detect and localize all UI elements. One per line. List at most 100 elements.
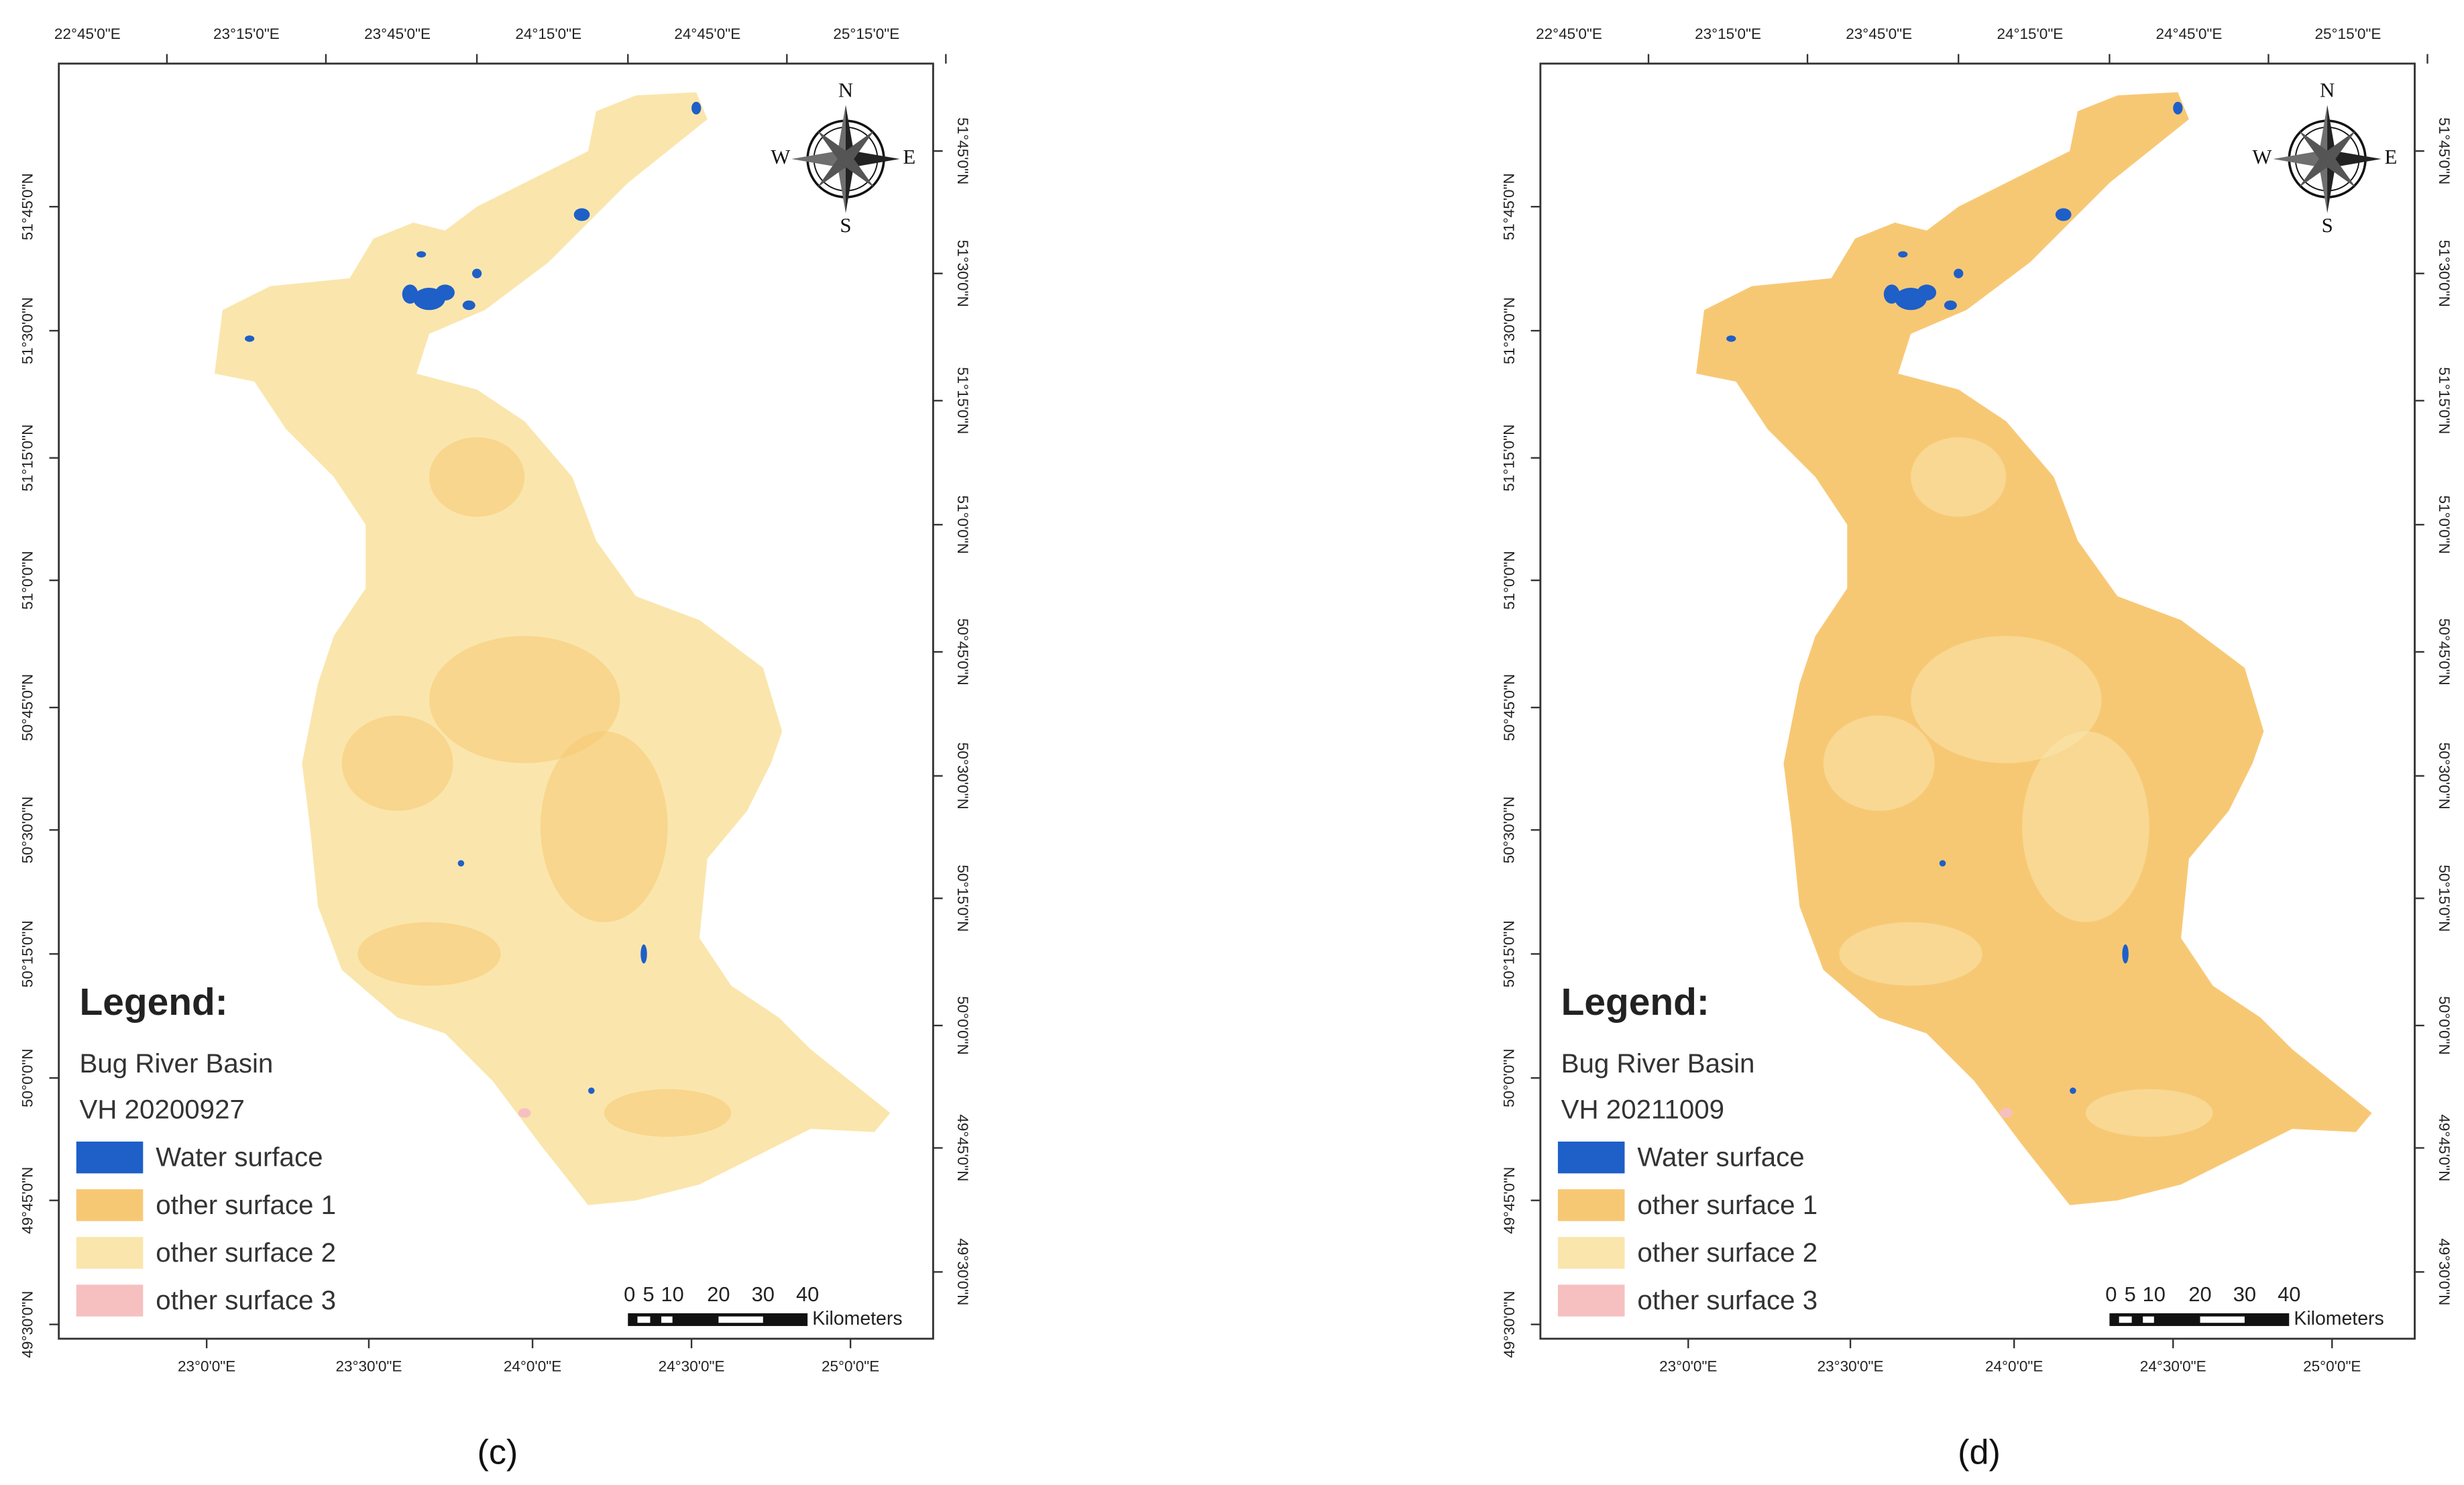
surface-patch [1911, 636, 2102, 763]
map-panel: 22°45'0"E 23°15'0"E 23°45'0"E 24°15'0"E 24°4… [19, 25, 971, 1472]
compass-w: W [2252, 146, 2272, 168]
bottom-label: 23°0'0"E [1659, 1358, 1717, 1375]
water-body [245, 335, 255, 342]
water-body [1917, 284, 1937, 301]
compass-rose: N S W E [2252, 79, 2397, 237]
top-label: 23°45'0"E [364, 25, 431, 42]
surface-patch [2022, 731, 2149, 922]
surface-patch [518, 1108, 531, 1118]
bottom-label: 23°0'0"E [178, 1358, 235, 1375]
top-label: 22°45'0"E [54, 25, 121, 42]
left-label: 50°30'0"N [1501, 796, 1518, 863]
legend-line: VH 20200927 [80, 1095, 245, 1125]
scale-label: 40 [2278, 1282, 2300, 1306]
legend-swatch [1557, 1141, 1625, 1174]
legend-swatch [76, 1237, 144, 1269]
surface-patch [540, 731, 668, 922]
right-label: 51°0'0"N [954, 495, 971, 554]
left-label: 51°30'0"N [19, 297, 36, 364]
left-label: 49°45'0"N [1501, 1167, 1518, 1234]
legend-label: other surface 2 [156, 1238, 336, 1268]
bottom-label: 25°0'0"E [822, 1358, 879, 1375]
right-label: 50°15'0"N [954, 865, 971, 932]
compass-s: S [840, 214, 851, 237]
scale-label: 0 [2105, 1282, 2117, 1306]
water-body [435, 284, 455, 301]
left-label: 50°15'0"N [19, 920, 36, 987]
scale-label: 40 [796, 1282, 819, 1306]
scale-label: 20 [2188, 1282, 2211, 1306]
right-label: 50°15'0"N [2436, 865, 2453, 932]
top-label: 25°15'0"E [2315, 25, 2382, 42]
right-label: 49°45'0"N [954, 1114, 971, 1181]
legend-title: Legend: [80, 981, 228, 1024]
scale-bar [628, 1313, 808, 1326]
scale-label: 30 [752, 1282, 775, 1306]
right-label: 50°0'0"N [954, 996, 971, 1055]
top-label: 24°15'0"E [515, 25, 581, 42]
surface-patch [429, 437, 525, 517]
top-label: 23°15'0"E [1695, 25, 1761, 42]
right-label: 49°30'0"N [954, 1238, 971, 1305]
right-label: 51°15'0"N [954, 367, 971, 434]
right-label: 51°45'0"N [2436, 117, 2453, 184]
scale-unit: Kilometers [812, 1308, 902, 1329]
top-label: 24°15'0"E [1997, 25, 2063, 42]
right-label: 50°45'0"N [2436, 618, 2453, 685]
water-body [1939, 860, 1946, 867]
scale-label: 0 [624, 1282, 635, 1306]
water-body [573, 208, 590, 221]
right-label: 51°15'0"N [2436, 367, 2453, 434]
bottom-label: 24°30'0"E [2140, 1358, 2206, 1375]
top-label: 23°15'0"E [213, 25, 280, 42]
water-body [2055, 208, 2072, 221]
panel-caption: (d) [1958, 1433, 2001, 1472]
water-body [1944, 300, 1957, 311]
compass-n: N [2320, 79, 2335, 102]
top-label: 23°45'0"E [1846, 25, 1912, 42]
legend-label: other surface 2 [1637, 1238, 1817, 1268]
left-label: 50°45'0"N [19, 674, 36, 741]
legend-label: other surface 3 [1637, 1285, 1817, 1315]
scale-bar-segment [2143, 1316, 2154, 1323]
scale-bar-segment [637, 1316, 651, 1323]
scale-label: 5 [2125, 1282, 2136, 1306]
bottom-label: 23°30'0"E [335, 1358, 402, 1375]
legend-label: Water surface [1637, 1142, 1804, 1172]
bottom-label: 24°0'0"E [504, 1358, 561, 1375]
left-label: 50°45'0"N [1501, 674, 1518, 741]
compass-e: E [903, 146, 915, 168]
water-body [2173, 101, 2183, 115]
water-body [588, 1087, 595, 1094]
legend-label: other surface 1 [156, 1190, 336, 1220]
legend-swatch [76, 1284, 144, 1317]
scale-bar-segment [661, 1316, 673, 1323]
legend-swatch [1557, 1189, 1625, 1221]
left-label: 49°30'0"N [19, 1291, 36, 1358]
water-body [402, 284, 418, 304]
water-body [2122, 944, 2129, 964]
water-body [457, 860, 465, 867]
scale-bar-segment [2119, 1316, 2132, 1323]
bottom-label: 25°0'0"E [2303, 1358, 2361, 1375]
compass-star [817, 130, 875, 188]
left-label: 51°0'0"N [1501, 551, 1518, 610]
left-label: 50°15'0"N [1501, 920, 1518, 987]
right-label: 51°30'0"N [2436, 240, 2453, 307]
surface-patch [1839, 922, 1982, 986]
right-label: 50°30'0"N [954, 742, 971, 810]
left-label: 50°30'0"N [19, 796, 36, 863]
left-label: 51°0'0"N [19, 551, 36, 610]
right-label: 51°0'0"N [2436, 495, 2453, 554]
surface-patch [604, 1089, 732, 1137]
water-body [691, 101, 702, 115]
map-panel: 22°45'0"E 23°15'0"E 23°45'0"E 24°15'0"E 24°4… [1501, 25, 2453, 1472]
legend-title: Legend: [1561, 981, 1710, 1024]
surface-patch [429, 636, 620, 763]
left-label: 50°0'0"N [1501, 1048, 1518, 1107]
bottom-label: 24°0'0"E [1985, 1358, 2043, 1375]
water-body [471, 268, 482, 278]
compass-n: N [838, 79, 853, 102]
legend-label: Water surface [156, 1142, 323, 1172]
